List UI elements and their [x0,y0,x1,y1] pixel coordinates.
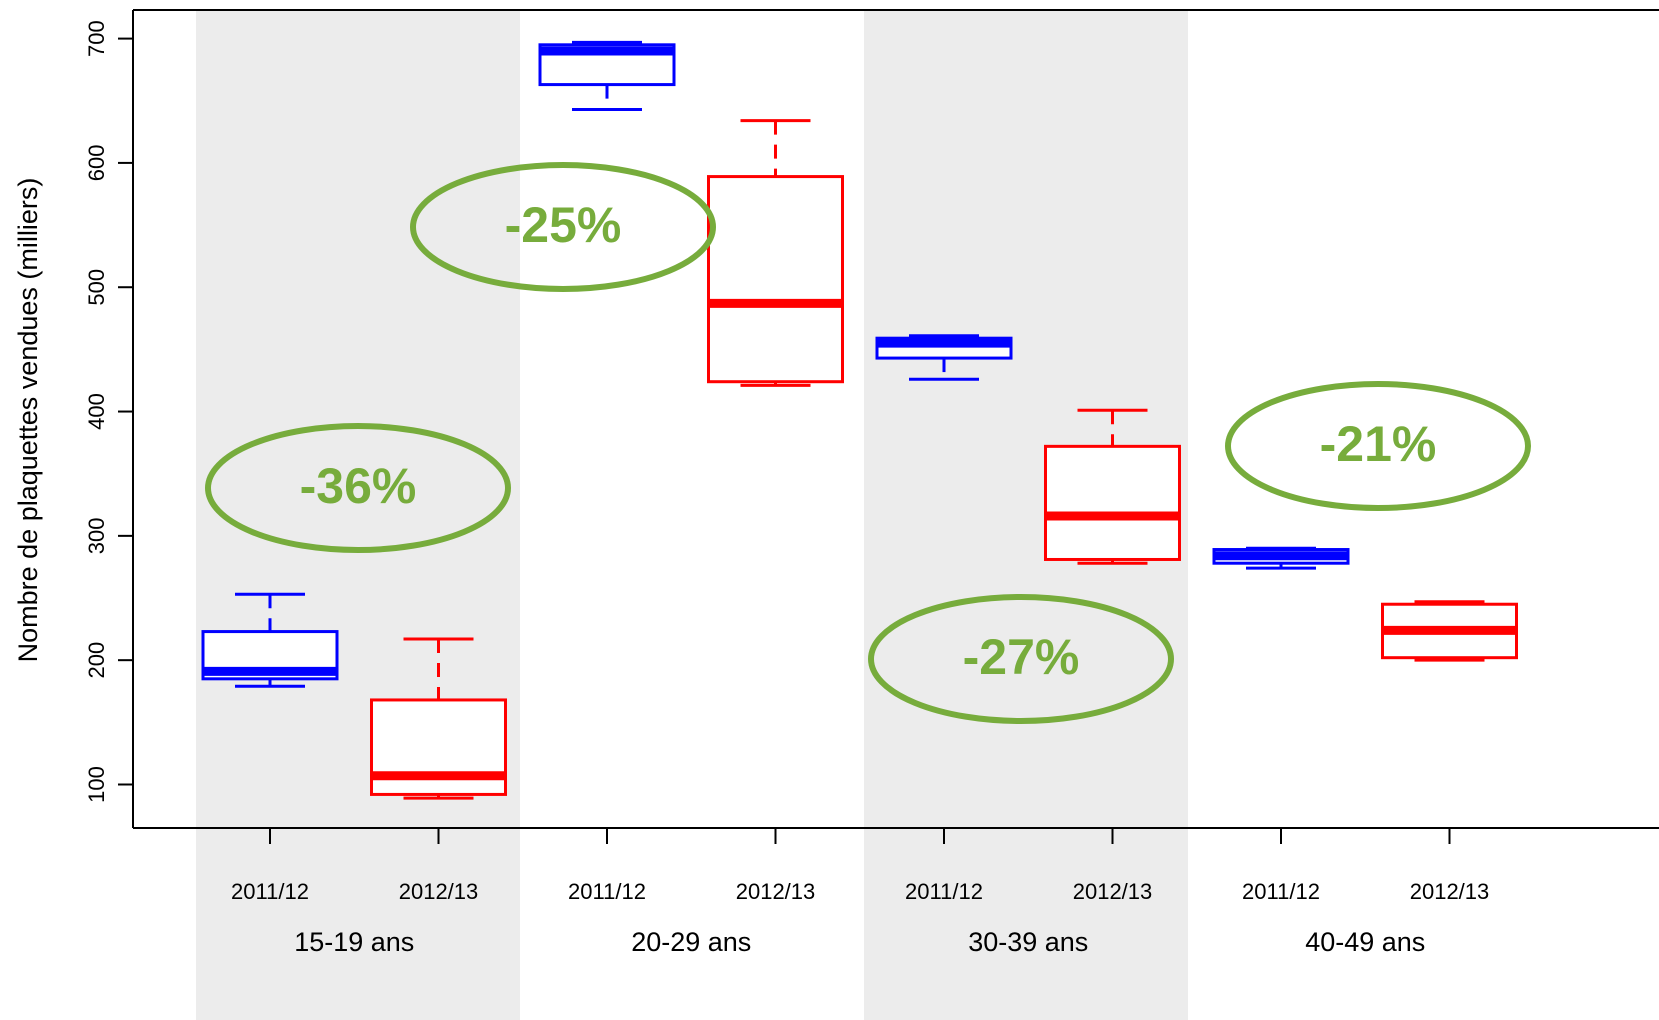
x-tick-label: 2011/12 [568,879,646,904]
annotation: -25% [505,197,622,253]
x-tick-label: 2012/13 [1073,879,1153,904]
y-tick-label: 500 [84,269,109,306]
y-tick-label: 600 [84,145,109,182]
annotation: -36% [300,458,417,514]
annotation-ellipse [1225,381,1531,511]
x-tick-label: 2012/13 [399,879,479,904]
y-axis-label: Nombre de plaquettes vendues (milliers) [13,178,43,663]
y-tick-label: 100 [84,766,109,803]
annotation-ellipse [868,594,1174,724]
group-shade [196,10,520,1020]
x-tick-label: 2011/12 [905,879,983,904]
x-tick-label: 2011/12 [1242,879,1320,904]
x-tick-label: 2011/12 [231,879,309,904]
annotation-ellipse [205,423,511,553]
x-tick-label: 2012/13 [736,879,816,904]
annotation: -27% [963,629,1080,685]
group-label: 20-29 ans [631,927,751,957]
annotation: -21% [1320,416,1437,472]
group-label: 15-19 ans [294,927,414,957]
margin [0,829,196,1020]
group-label: 30-39 ans [968,927,1088,957]
annotation-ellipse [410,162,716,292]
box [1044,444,1181,561]
x-tick-label: 2012/13 [1410,879,1490,904]
box [707,175,844,384]
y-tick-label: 700 [84,20,109,57]
group-label: 40-49 ans [1305,927,1425,957]
y-tick-label: 200 [84,642,109,679]
y-tick-label: 400 [84,393,109,430]
y-tick-label: 300 [84,517,109,554]
